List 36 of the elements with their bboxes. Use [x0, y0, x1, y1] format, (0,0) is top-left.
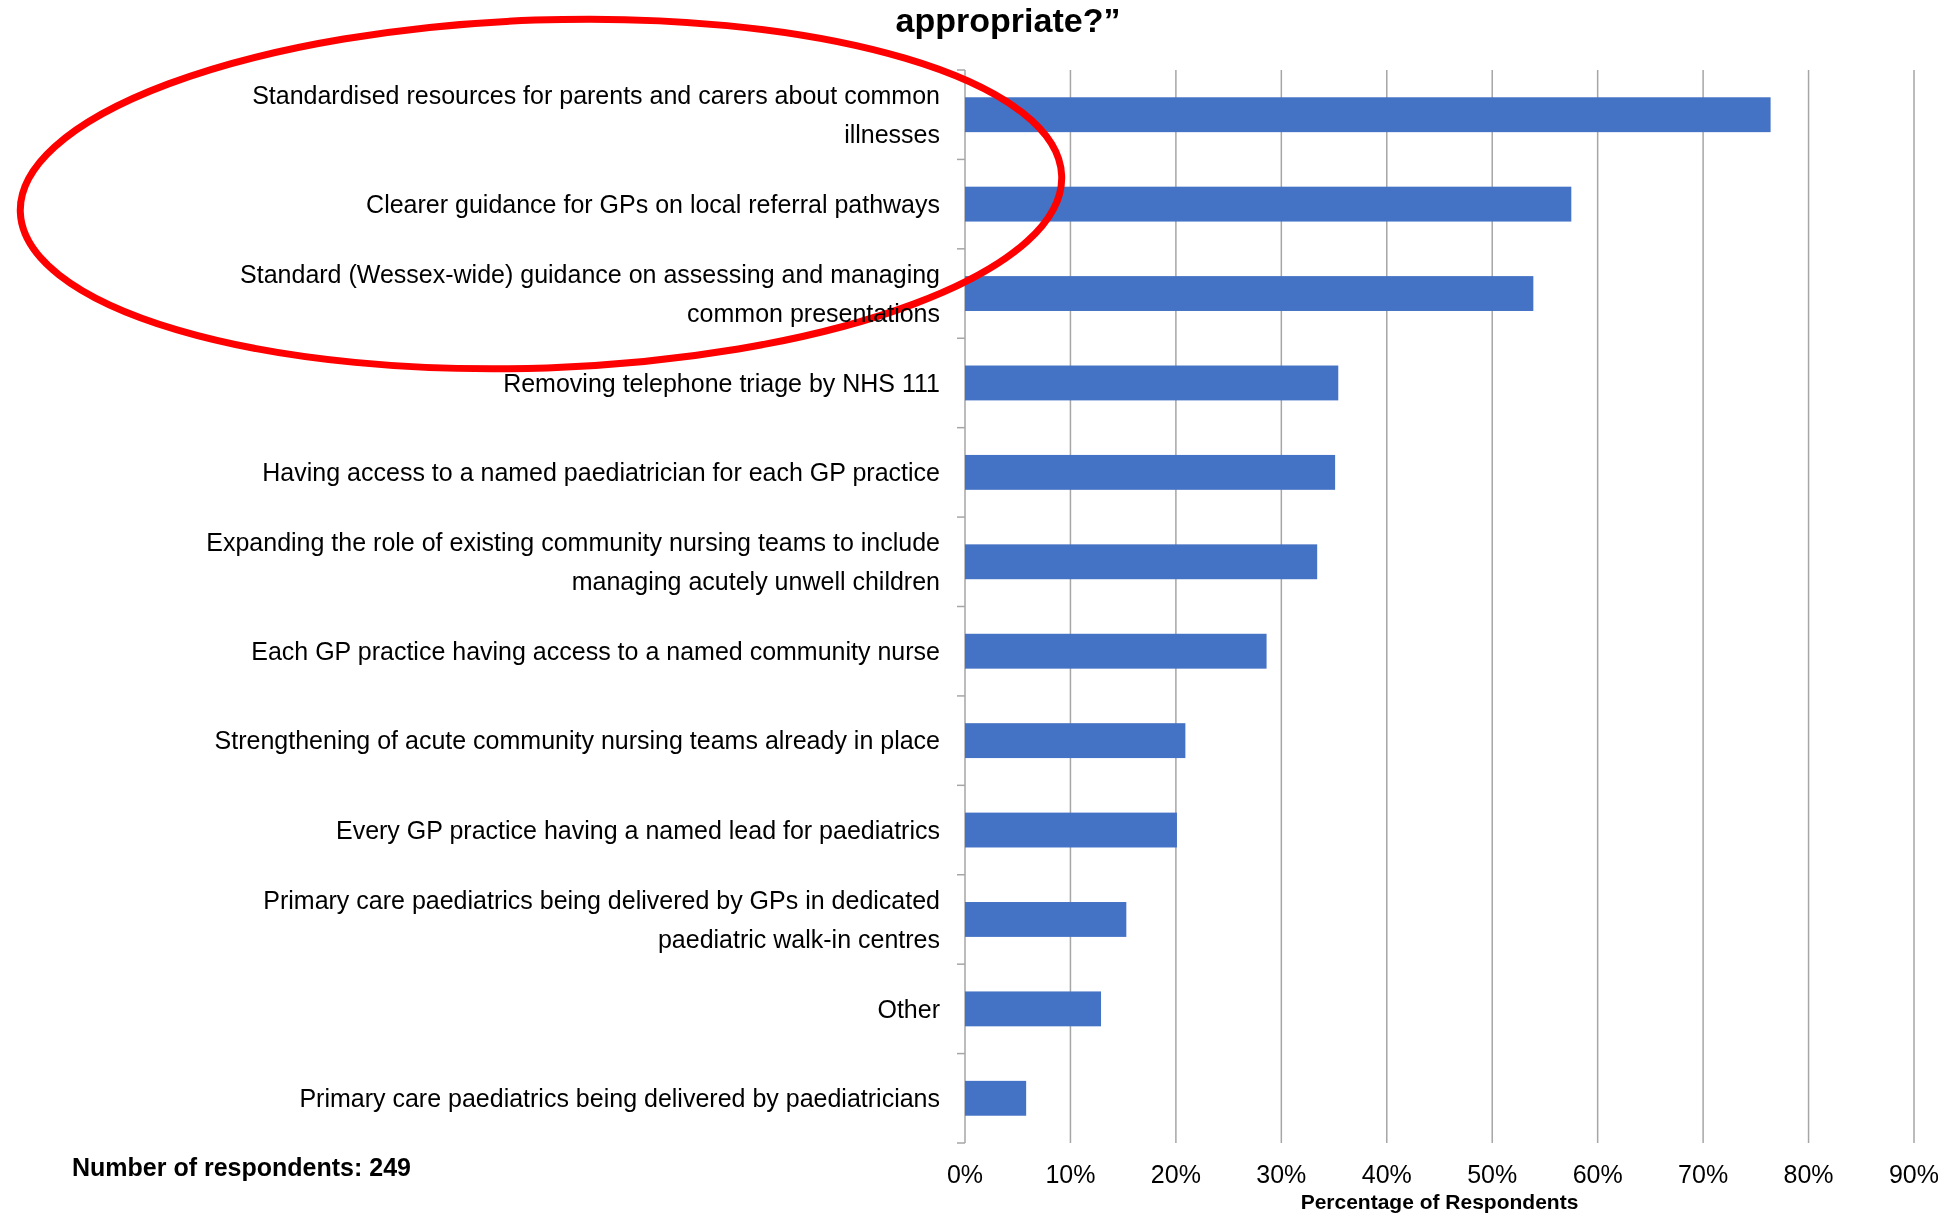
x-tick-label: 80% [1783, 1160, 1834, 1188]
x-tick-label: 0% [946, 1160, 984, 1188]
bar [965, 544, 1318, 580]
x-tick-label: 20% [1150, 1160, 1201, 1188]
bar [965, 633, 1267, 669]
y-tick-label: Primary care paediatrics being delivered by paediatricians [299, 1084, 940, 1113]
y-tick-label: Other [877, 994, 940, 1023]
bar [965, 454, 1336, 490]
x-tick-label: 70% [1678, 1160, 1729, 1188]
bar [965, 723, 1186, 759]
y-tick-label: Expanding the role of existing community nursing teams to include managing acutely unwell children [206, 528, 940, 595]
x-tick-label: 50% [1467, 1160, 1518, 1188]
bar [965, 991, 1102, 1027]
x-tick-label: 30% [1256, 1160, 1307, 1188]
x-tick-label: 60% [1572, 1160, 1623, 1188]
chart-title: appropriate?” [895, 1, 1121, 39]
text: Number of respondents: 249 [72, 1153, 411, 1181]
y-tick-label: Strengthening of acute community nursing teams already in place [214, 726, 940, 755]
bar [965, 276, 1534, 311]
y-tick-label: Primary care paediatrics being delivered by GPs in dedicated paediatric walk-in centres [263, 885, 940, 953]
bar [965, 812, 1177, 848]
bar [965, 186, 1572, 222]
bar [965, 1080, 1027, 1116]
bar [965, 365, 1339, 401]
x-tick-label: 10% [1045, 1160, 1096, 1188]
x-tick-label: 90% [1888, 1160, 1940, 1188]
bar [965, 97, 1771, 133]
y-tick-label: Clearer guidance for GPs on local referral pathways [366, 189, 940, 218]
bar [965, 902, 1127, 937]
y-tick-label: Each GP practice having access to a named community nurse [251, 636, 940, 665]
x-tick-label: 40% [1361, 1160, 1412, 1188]
y-tick-label: Every GP practice having a named lead for paediatrics [335, 815, 940, 844]
x-axis-title: Percentage of Respondents [1300, 1190, 1579, 1213]
y-tick-label: Removing telephone triage by NHS 111 [503, 368, 940, 397]
y-tick-label: Having access to a named paediatrician for each GP practice [262, 458, 940, 487]
y-tick-label: Standardised resources for parents and carers about common illnesses [252, 81, 940, 148]
